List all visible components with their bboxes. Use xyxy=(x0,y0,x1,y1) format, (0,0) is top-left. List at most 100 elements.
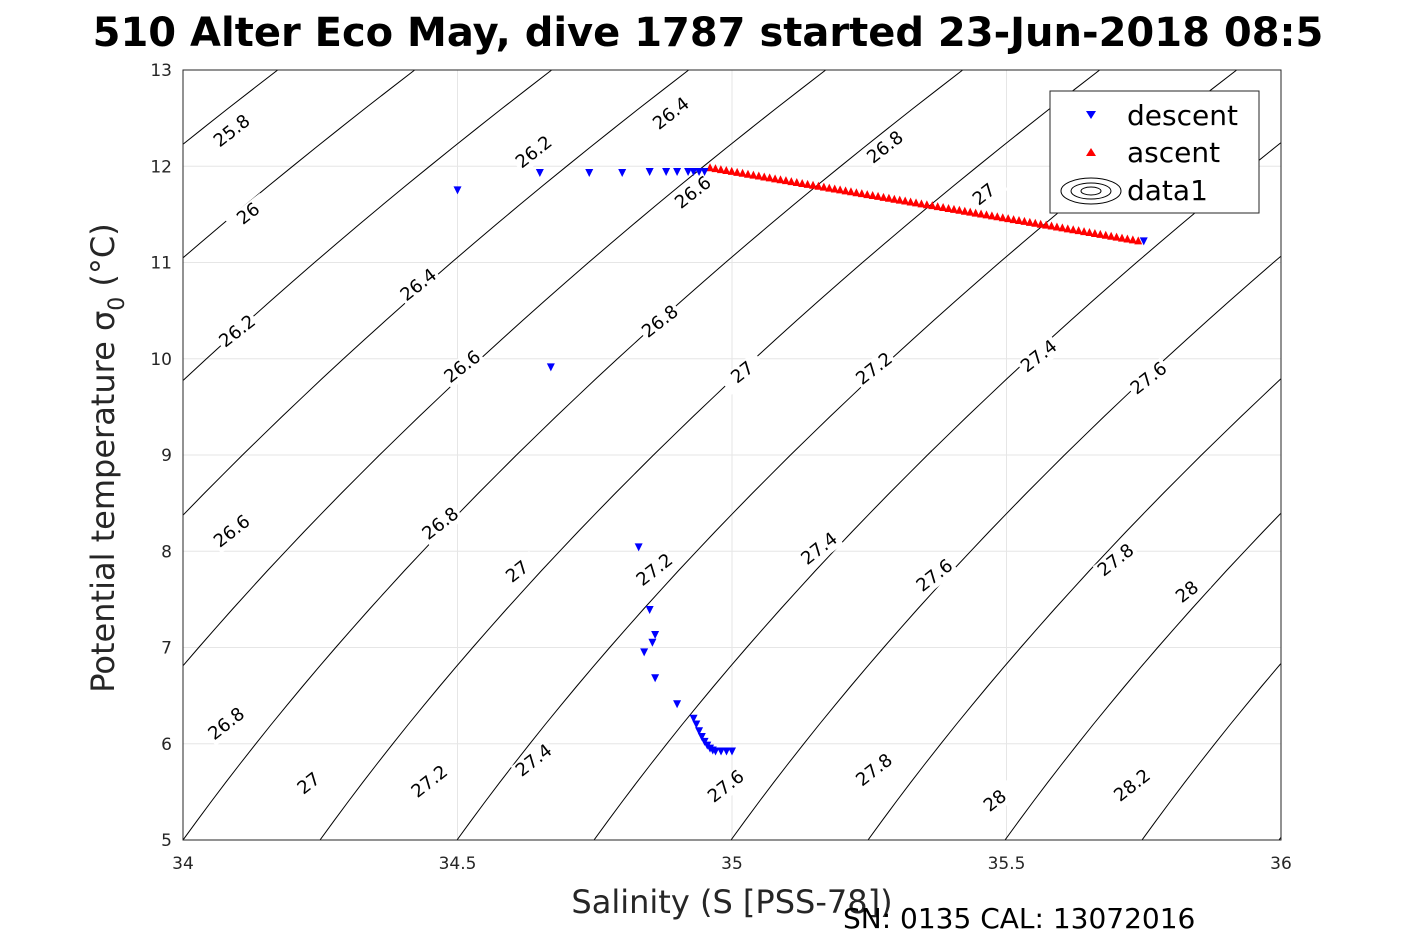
descent-point xyxy=(722,747,731,756)
y-tick-label: 7 xyxy=(161,639,172,659)
ascent-point xyxy=(830,184,839,193)
ascent-point xyxy=(706,163,715,172)
ascent-point xyxy=(895,195,904,204)
ascent-point xyxy=(1117,233,1126,242)
contour-label-bg xyxy=(851,749,899,793)
ascent-point xyxy=(781,176,790,185)
descent-point xyxy=(673,168,682,177)
ascent-point xyxy=(765,173,774,182)
ascent-point xyxy=(792,178,801,187)
ascent-point xyxy=(1069,225,1078,234)
ascent-point xyxy=(1004,214,1013,223)
ascent-point xyxy=(1020,216,1029,225)
ascent-point xyxy=(776,175,785,184)
serial-calibration-label: SN: 0135 CAL: 13072016 xyxy=(843,902,1195,935)
ascent-point xyxy=(716,165,725,174)
y-axis-label-unit: (°C) xyxy=(84,223,122,296)
isopycnal-line xyxy=(1004,512,1281,840)
contour-label-bg xyxy=(225,192,273,236)
ascent-point xyxy=(960,206,969,215)
ascent-point xyxy=(933,202,942,211)
ascent-point xyxy=(955,205,964,214)
ascent-point xyxy=(836,185,845,194)
ascent-point xyxy=(722,165,731,174)
ascent-point xyxy=(998,213,1007,222)
chart-title: 510 Alter Eco May, dive 1787 started 23-… xyxy=(93,10,1324,56)
contour-label-bg xyxy=(406,760,454,804)
descent-point xyxy=(645,605,654,614)
y-axis-label: Potential temperature σ0 (°C) xyxy=(84,223,130,692)
descent-point xyxy=(673,700,682,709)
ascent-point xyxy=(917,199,926,208)
ascent-point xyxy=(1074,226,1083,235)
ascent-series xyxy=(706,163,1143,245)
y-tick-label: 11 xyxy=(150,254,172,274)
legend: descent ascent data1 xyxy=(1049,90,1260,214)
ascent-point xyxy=(738,168,747,177)
ascent-point xyxy=(993,212,1002,221)
y-tick-label: 6 xyxy=(161,735,172,755)
contour-label-bg xyxy=(1092,539,1140,583)
contour-label-bg xyxy=(494,551,542,594)
plot-frame xyxy=(182,69,1282,841)
ascent-point xyxy=(879,192,888,201)
ascent-point xyxy=(846,187,855,196)
ascent-point xyxy=(1134,236,1143,245)
ascent-point xyxy=(1096,229,1105,238)
descent-point xyxy=(546,363,555,372)
ascent-point xyxy=(982,210,991,219)
ascent-point xyxy=(1036,219,1045,228)
ascent-point xyxy=(1123,234,1132,243)
x-axis-label: Salinity (S [PSS-78]) xyxy=(571,883,892,921)
ascent-point xyxy=(1015,215,1024,224)
isopycnal-line xyxy=(183,70,964,840)
contour-label-bg xyxy=(439,345,487,389)
isopycnal-line xyxy=(183,70,690,516)
legend-ascent-marker xyxy=(1086,148,1096,156)
legend-data1-marker xyxy=(1060,177,1122,205)
descent-point xyxy=(692,720,701,729)
contour-label-bg xyxy=(862,126,910,170)
ascent-point xyxy=(1107,231,1116,240)
contour-label-bg xyxy=(972,780,1020,823)
contour-label-bg xyxy=(1125,357,1173,401)
contour-label-bg xyxy=(285,762,333,806)
ascent-point xyxy=(1101,230,1110,239)
descent-point xyxy=(695,168,704,177)
legend-descent-marker xyxy=(1086,111,1096,119)
ascent-point xyxy=(852,188,861,197)
contour-label-bg xyxy=(961,173,1009,217)
descent-point xyxy=(728,747,736,756)
ascent-point xyxy=(912,198,921,207)
ascent-point xyxy=(1128,235,1137,244)
legend-descent-label: descent xyxy=(1127,99,1238,132)
ascent-point xyxy=(809,180,818,189)
legend-box xyxy=(1049,90,1260,214)
contour-label-bg xyxy=(510,739,558,783)
x-tick-label: 36 xyxy=(1270,854,1292,874)
ascent-point xyxy=(1080,227,1089,236)
y-tick-label: 10 xyxy=(150,350,172,370)
ascent-point xyxy=(1009,215,1018,224)
ascent-point xyxy=(906,197,915,206)
ascent-point xyxy=(733,167,742,176)
y-axis-label-sub: 0 xyxy=(105,297,130,311)
ascent-point xyxy=(711,164,720,173)
contour-label-bg xyxy=(395,264,443,308)
ascent-point xyxy=(1031,218,1040,227)
x-tick-label: 34.5 xyxy=(439,854,477,874)
isopycnal-line xyxy=(319,70,1101,840)
contour-label-bg xyxy=(648,92,696,136)
ascent-point xyxy=(727,166,736,175)
y-tick-label: 9 xyxy=(161,446,172,466)
ascent-point xyxy=(944,203,953,212)
descent-point xyxy=(700,168,709,177)
ascent-point xyxy=(1042,220,1051,229)
descent-point xyxy=(535,168,544,177)
y-tick-labels: 5 6 7 8 9 10 11 12 13 xyxy=(150,61,172,851)
contour-label-bg xyxy=(703,765,751,809)
ascent-point xyxy=(884,193,893,202)
descent-point xyxy=(711,747,720,756)
descent-point xyxy=(1139,237,1148,246)
